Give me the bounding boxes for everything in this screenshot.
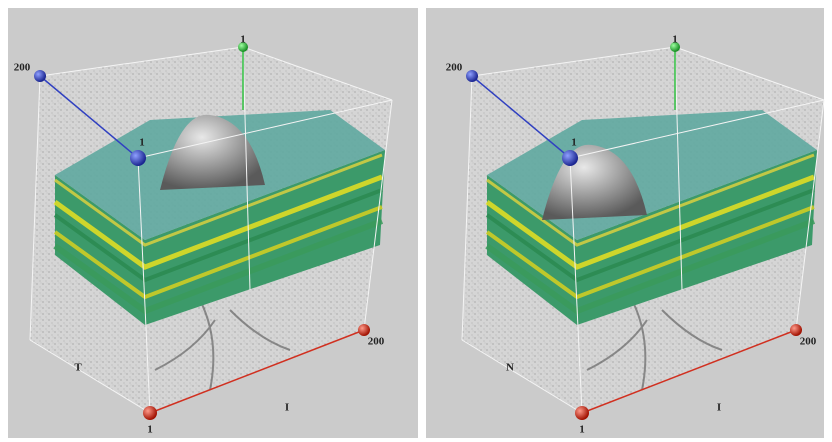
- axis-marker: [34, 70, 46, 82]
- axis-label: 200: [800, 336, 817, 348]
- axis-label: I: [717, 402, 721, 414]
- axis-label: N: [506, 362, 514, 374]
- axis-marker: [358, 324, 370, 336]
- axis-label: 1: [579, 424, 585, 436]
- axis-label: 200: [368, 336, 385, 348]
- axis-label: T: [74, 362, 82, 374]
- axis-label: 200: [14, 62, 31, 74]
- panel: 200 1 1 200 T I 1: [8, 8, 418, 438]
- axis-label: 1: [139, 137, 145, 149]
- axis-marker: [790, 324, 802, 336]
- axis-label: 1: [147, 424, 153, 436]
- axis-marker: [575, 406, 589, 420]
- axis-marker: [130, 150, 146, 166]
- axis-marker: [466, 70, 478, 82]
- axis-marker: [143, 406, 157, 420]
- axis-label: 1: [672, 34, 678, 46]
- axis-label: I: [285, 402, 289, 414]
- panel: 200 1 1 200 N I 1: [426, 8, 824, 438]
- axis-marker: [562, 150, 578, 166]
- axis-label: 200: [446, 62, 463, 74]
- axis-label: 1: [571, 137, 577, 149]
- figure: 200 1 1 200 T I 1 200 1 1 200 N I 1: [0, 0, 832, 442]
- axis-label: 1: [240, 34, 246, 46]
